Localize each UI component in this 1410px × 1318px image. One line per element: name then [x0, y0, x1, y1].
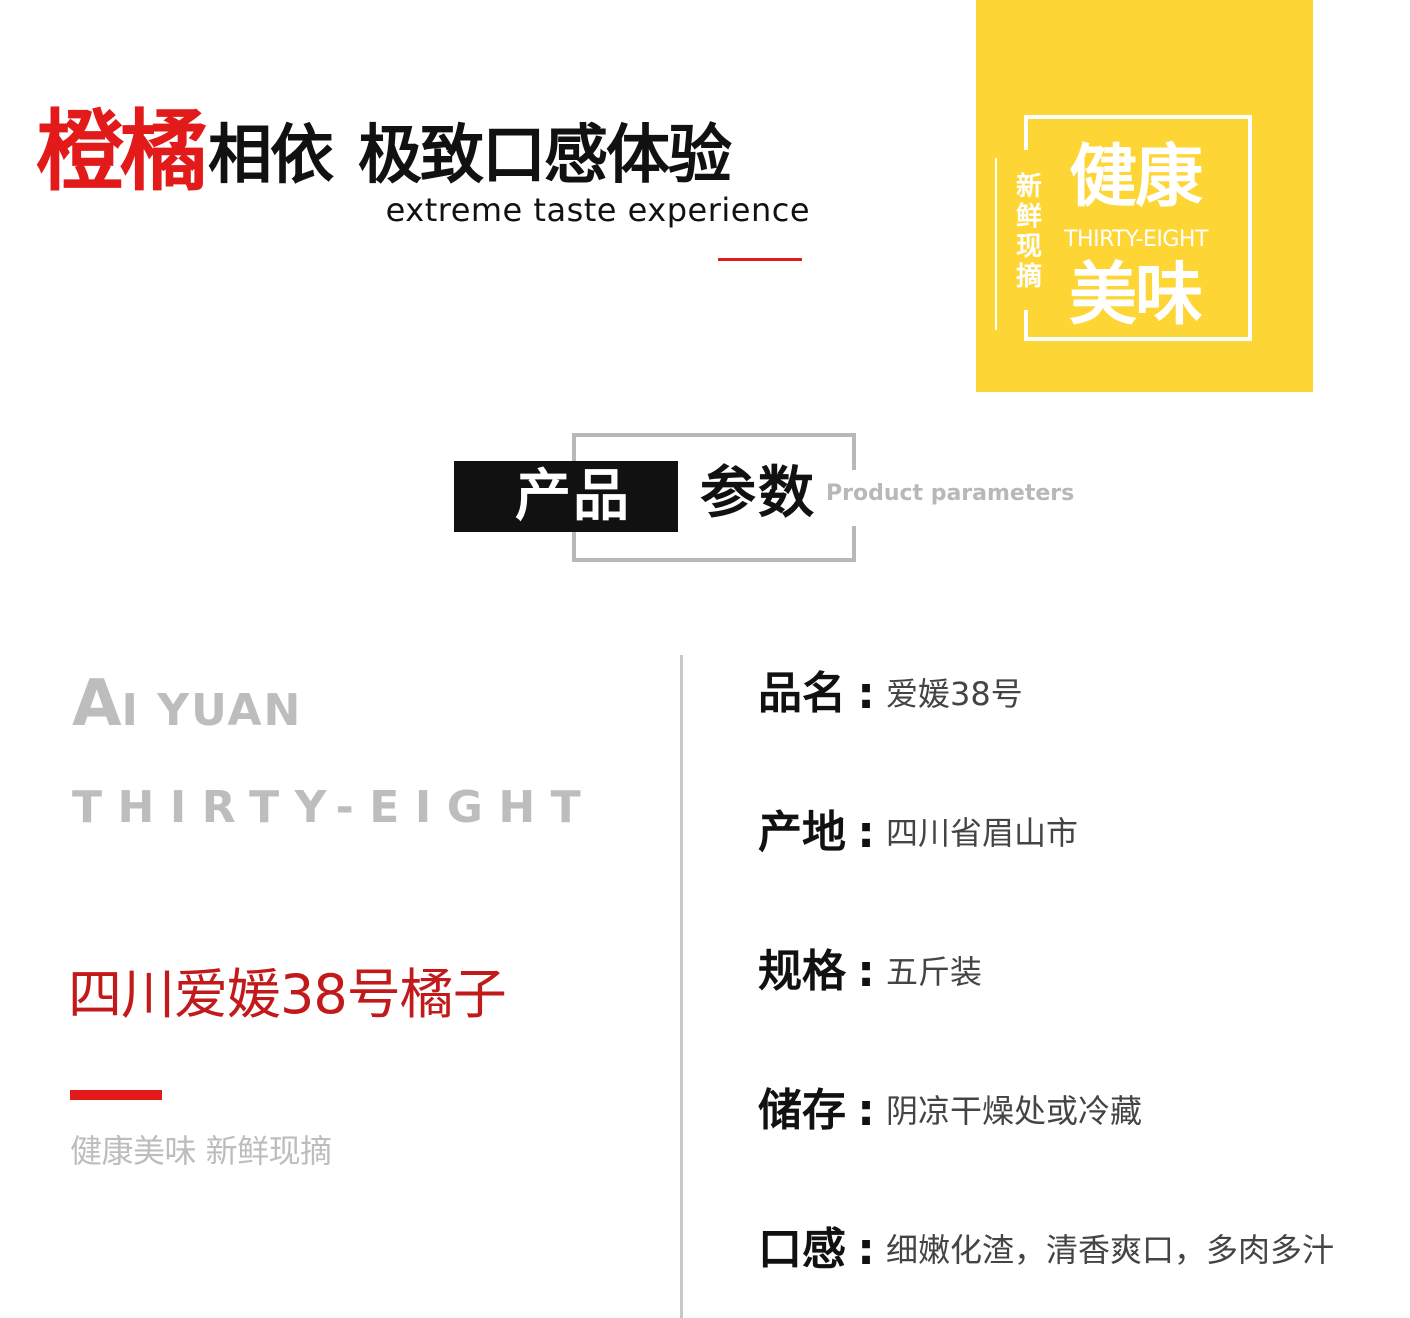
yellow-badge: [976, 0, 1313, 392]
badge-english: THIRTY-EIGHT: [1064, 227, 1208, 252]
product-name: 四川爱媛38号橘子: [68, 963, 507, 1026]
brand-initial: A: [72, 667, 122, 741]
headline-text-1: 相依: [208, 119, 334, 193]
spec-label: 口感: [758, 1224, 846, 1275]
spec-colon: :: [857, 1224, 875, 1275]
headline-text-2: 极致口感体验: [358, 119, 732, 193]
spec-row-origin: 产地 : 四川省眉山市: [758, 801, 1078, 865]
headline: 橙橘 相依 极致口感体验: [36, 100, 732, 203]
spec-colon: :: [857, 807, 875, 858]
params-header-black-label: 产品: [515, 464, 631, 529]
params-header-label: 参数: [700, 461, 816, 526]
spec-value: 阴凉干燥处或冷藏: [886, 1092, 1143, 1130]
spec-row-name: 品名 : 爱媛38号: [758, 662, 1023, 726]
spec-colon: :: [857, 946, 875, 997]
spec-row-storage: 储存 : 阴凉干燥处或冷藏: [758, 1079, 1142, 1143]
brand-name: AI YUAN: [72, 664, 302, 760]
spec-label: 产地: [758, 807, 846, 858]
brand-subtitle: THIRTY-EIGHT: [72, 782, 597, 833]
spec-label: 储存: [758, 1085, 846, 1136]
params-header-frame-gap: [846, 470, 866, 526]
headline-english: extreme taste experience: [385, 191, 810, 229]
badge-big-text-2: 美味: [1068, 256, 1203, 335]
product-red-rule: [70, 1090, 162, 1100]
headline-red-rule: [718, 258, 802, 261]
spec-value: 爱媛38号: [886, 675, 1023, 713]
spec-colon: :: [857, 668, 875, 719]
spec-row-taste: 口感 : 细嫩化渣，清香爽口，多肉多汁: [758, 1218, 1334, 1282]
brand-rest: I YUAN: [121, 685, 303, 736]
vertical-divider: [680, 655, 683, 1318]
spec-value: 五斤装: [886, 953, 983, 991]
spec-label: 品名: [758, 668, 846, 719]
params-header-black-box: 产品: [454, 461, 678, 532]
badge-side-line: [995, 158, 997, 330]
spec-value: 四川省眉山市: [886, 814, 1079, 852]
params-header-english: Product parameters: [826, 481, 1075, 506]
spec-label: 规格: [758, 946, 846, 997]
spec-row-size: 规格 : 五斤装: [758, 940, 982, 1004]
badge-vertical-text: 新鲜现摘: [1015, 172, 1042, 292]
spec-value: 细嫩化渣，清香爽口，多肉多汁: [886, 1231, 1335, 1269]
headline-red-text: 橙橘: [36, 100, 208, 203]
product-tagline: 健康美味 新鲜现摘: [70, 1132, 332, 1170]
badge-frame-gap: [1016, 150, 1032, 310]
spec-colon: :: [857, 1085, 875, 1136]
badge-big-text-1: 健康: [1068, 138, 1203, 217]
